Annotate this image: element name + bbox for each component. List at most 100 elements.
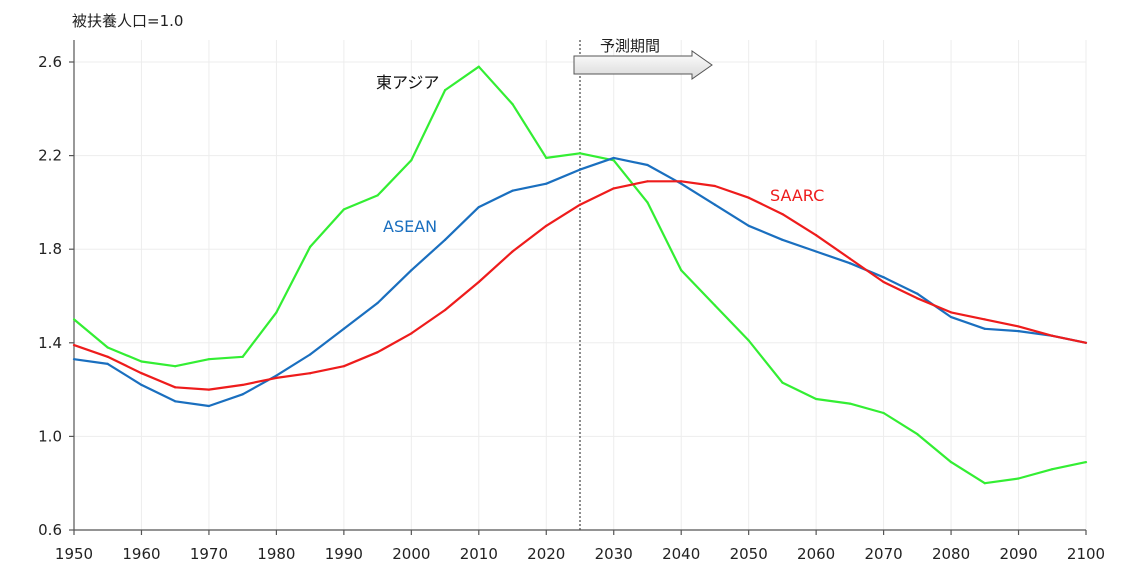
x-tick-label: 2040: [662, 545, 700, 563]
data-point: [443, 238, 447, 241]
data-point: [342, 208, 345, 211]
data-point: [747, 339, 750, 342]
series-label-saarc: SAARC: [770, 186, 824, 205]
data-point: [275, 376, 278, 379]
data-point: [410, 159, 413, 162]
data-point: [275, 311, 278, 314]
x-tick-label: 2060: [797, 545, 835, 563]
data-point: [646, 201, 649, 204]
data-point: [477, 280, 480, 284]
data-point: [1084, 341, 1088, 344]
data-point: [646, 180, 649, 183]
data-point: [545, 224, 548, 227]
data-point: [309, 245, 312, 248]
data-point: [207, 388, 211, 391]
series-label-east-asia: 東アジア: [376, 73, 439, 92]
data-point: [545, 156, 548, 160]
series-lines: [72, 65, 1088, 485]
data-point: [72, 358, 76, 361]
forecast-period-label: 予測期間: [600, 37, 660, 55]
data-point: [578, 152, 582, 155]
data-point: [443, 88, 447, 92]
data-point: [983, 327, 986, 330]
data-point: [477, 205, 480, 209]
y-axis: 0.6 1.0 1.4 1.8 2.2 2.6: [38, 40, 75, 539]
data-point: [713, 203, 717, 206]
data-point: [882, 280, 885, 284]
x-tick-label: 1990: [325, 545, 363, 563]
data-point: [815, 250, 818, 253]
y-tick-label: 1.4: [38, 334, 62, 352]
x-tick-label: 2010: [460, 545, 498, 563]
data-point: [680, 269, 683, 272]
data-point: [1051, 334, 1054, 337]
data-point: [882, 411, 885, 415]
x-tick-label: 1950: [55, 545, 93, 563]
data-point: [882, 276, 885, 279]
data-point: [983, 482, 986, 485]
data-point: [916, 432, 919, 436]
data-point: [612, 159, 615, 162]
data-point: [174, 386, 177, 389]
x-tick-label: 2100: [1067, 545, 1105, 563]
data-point: [848, 402, 851, 405]
data-point: [916, 292, 919, 295]
data-point: [342, 327, 345, 330]
y-unit-label: 被扶養人口=1.0: [72, 12, 183, 30]
data-point: [106, 355, 109, 358]
data-point: [1051, 468, 1054, 471]
x-tick-label: 1960: [122, 545, 160, 563]
data-point: [174, 400, 177, 403]
x-tick-label: 2030: [595, 545, 633, 563]
y-tick-label: 1.8: [38, 240, 62, 258]
data-point: [241, 355, 244, 358]
data-point: [713, 184, 717, 188]
data-point: [275, 374, 278, 377]
data-point: [612, 156, 615, 160]
data-point: [174, 365, 177, 368]
data-point: [140, 360, 143, 363]
x-tick-label: 2090: [999, 545, 1037, 563]
data-point: [545, 182, 548, 185]
x-tick-label: 2050: [730, 545, 768, 563]
data-point: [511, 103, 514, 106]
forecast-marker: 予測期間: [573, 37, 713, 530]
data-point: [241, 383, 244, 387]
data-point: [646, 163, 649, 167]
data-point: [410, 269, 413, 272]
data-point: [376, 194, 379, 197]
data-point: [511, 250, 514, 253]
data-point: [443, 308, 447, 312]
data-point: [376, 301, 379, 305]
data-point: [983, 318, 986, 321]
x-tick-label: 2080: [932, 545, 970, 563]
data-point: [848, 257, 851, 260]
y-tick-label: 0.6: [38, 521, 62, 539]
data-point: [1084, 461, 1088, 464]
data-point: [1017, 325, 1020, 328]
data-point: [781, 381, 784, 384]
data-point: [72, 344, 76, 347]
x-tick-label: 1980: [257, 545, 295, 563]
x-tick-label: 2000: [392, 545, 430, 563]
data-point: [747, 224, 750, 227]
data-point: [207, 404, 211, 408]
forecast-arrow: [573, 50, 713, 80]
data-point: [241, 393, 244, 396]
y-tick-label: 2.2: [38, 147, 62, 165]
y-tick-label: 1.0: [38, 427, 62, 445]
data-point: [106, 362, 109, 365]
data-point: [578, 168, 582, 171]
data-point: [578, 203, 582, 206]
data-point: [1017, 330, 1020, 333]
x-axis: 1950 1960 1970 1980 1990 2000 2010 2020 2030 2040…: [55, 529, 1105, 563]
data-point: [410, 332, 413, 335]
data-point: [511, 189, 514, 192]
data-point: [309, 372, 312, 375]
data-point: [309, 353, 312, 356]
data-point: [916, 297, 919, 300]
data-point: [477, 65, 480, 68]
data-point: [680, 180, 683, 183]
data-point: [207, 358, 211, 361]
